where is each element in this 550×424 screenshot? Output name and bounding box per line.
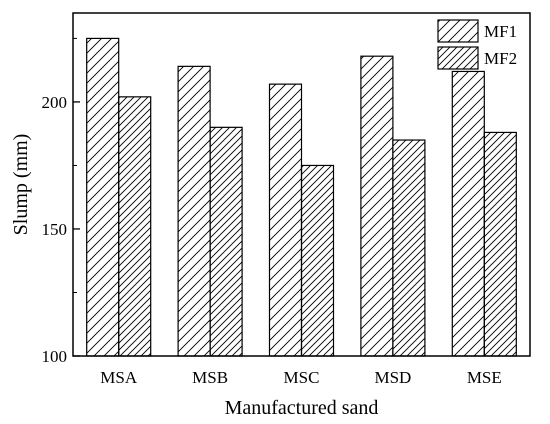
bar-mf2-mse [483, 131, 517, 357]
bar-mf1-msd [360, 55, 394, 357]
bar-mf2-msa [118, 96, 152, 357]
y-tick-label: 200 [42, 93, 68, 112]
x-axis-title: Manufactured sand [225, 397, 379, 419]
y-axis-title: Slump (mm) [10, 134, 32, 236]
bar-mf1-msb [177, 65, 211, 357]
x-tick-label-mse: MSE [467, 368, 502, 387]
x-axis: MSA MSB MSC MSD MSE [100, 351, 502, 387]
bar-mf1-msc [268, 83, 303, 357]
legend-swatch-mf2 [437, 46, 479, 70]
y-tick-label: 150 [42, 220, 68, 239]
bar-mf2-msd [392, 139, 426, 357]
bar-mf2-msb [209, 126, 243, 357]
bar-mf1-mse [451, 70, 485, 357]
y-tick-label: 100 [42, 347, 68, 366]
legend-label-mf2: MF2 [484, 49, 517, 68]
x-tick-label-msb: MSB [192, 368, 228, 387]
legend-label-mf1: MF1 [484, 22, 517, 41]
x-tick-label-msc: MSC [284, 368, 320, 387]
x-tick-label-msa: MSA [100, 368, 138, 387]
x-tick-label-msd: MSD [374, 368, 411, 387]
y-axis: 100 150 200 [42, 37, 80, 366]
bar-mf1-msa [86, 37, 120, 357]
bars-group [86, 37, 517, 357]
legend-swatch-mf1 [437, 19, 479, 43]
bar-mf2-msc [300, 164, 335, 357]
